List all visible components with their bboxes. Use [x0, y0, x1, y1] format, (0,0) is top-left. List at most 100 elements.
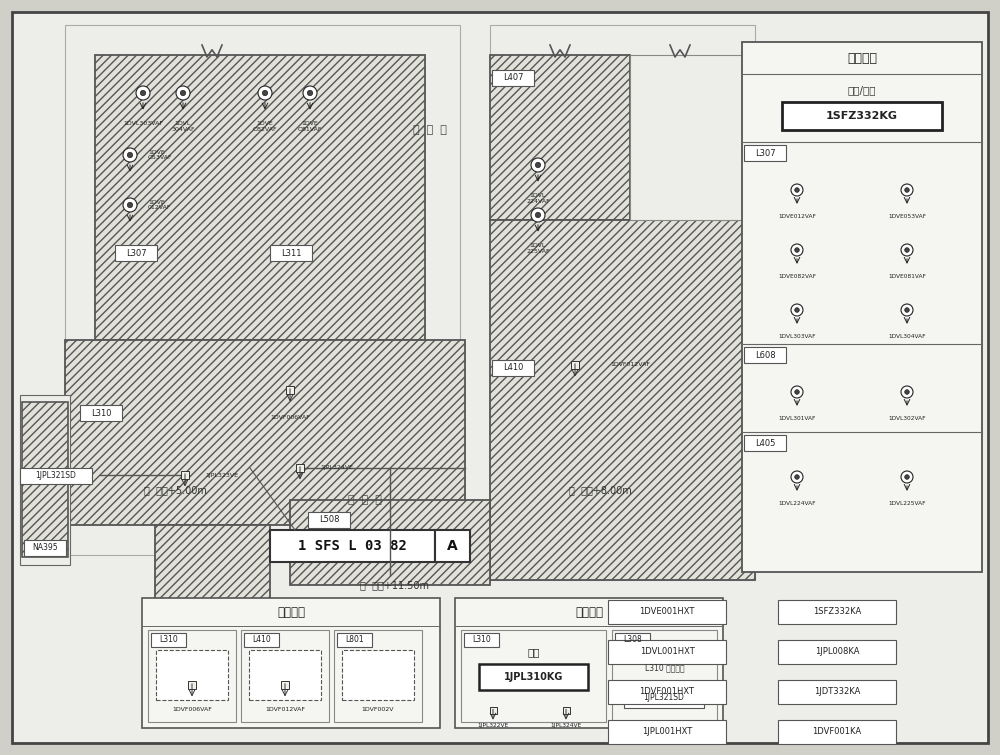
Text: 排烟系统: 排烟系统 [277, 606, 305, 618]
Bar [571, 361, 579, 369]
Bar [337, 633, 372, 647]
Bar [615, 633, 650, 647]
Bar [492, 70, 534, 86]
Bar [241, 630, 329, 722]
Circle shape [901, 184, 913, 196]
Circle shape [905, 390, 909, 394]
Text: 1DVL302VAF: 1DVL302VAF [888, 416, 926, 421]
Text: L307: L307 [126, 248, 146, 257]
Text: 1DVL224VAF: 1DVL224VAF [778, 501, 816, 506]
Text: 1DVF001KA: 1DVF001KA [812, 728, 862, 736]
Bar [744, 347, 786, 363]
Bar [778, 600, 896, 624]
Circle shape [303, 86, 317, 100]
Text: 1JPL321SD: 1JPL321SD [36, 472, 76, 480]
Text: 1JPL321SD: 1JPL321SD [644, 694, 684, 702]
Text: L608: L608 [755, 350, 775, 359]
Circle shape [795, 248, 799, 252]
Text: 1JPL323VE: 1JPL323VE [205, 473, 238, 477]
Text: 1DVE
012VAF: 1DVE 012VAF [148, 199, 172, 211]
Circle shape [127, 153, 133, 158]
Text: 1JPL324VE: 1JPL324VE [550, 723, 582, 728]
Circle shape [258, 86, 272, 100]
Circle shape [307, 91, 313, 96]
Bar [479, 664, 588, 690]
Bar [608, 720, 726, 744]
Bar [334, 630, 422, 722]
Text: 1DVL303VAF: 1DVL303VAF [123, 121, 163, 126]
Circle shape [123, 198, 137, 212]
Text: 避  难  所: 避 难 所 [348, 495, 382, 505]
Text: 1JPL001HXT: 1JPL001HXT [642, 728, 692, 736]
Circle shape [901, 304, 913, 316]
Text: 1DVL225VAF: 1DVL225VAF [888, 501, 926, 506]
Bar [24, 540, 66, 556]
Circle shape [795, 390, 799, 394]
Text: 1 SFS L 03 82: 1 SFS L 03 82 [298, 539, 407, 553]
Bar [249, 650, 321, 700]
Circle shape [791, 184, 803, 196]
Text: 消防系统: 消防系统 [575, 606, 603, 618]
Bar [281, 681, 289, 689]
Text: 1DVE
O53VAF: 1DVE O53VAF [148, 149, 173, 160]
Text: 1DVE082VAF: 1DVE082VAF [778, 274, 816, 279]
Text: L310: L310 [159, 636, 178, 645]
Bar [65, 25, 460, 555]
Circle shape [262, 91, 268, 96]
Bar [155, 525, 270, 625]
Circle shape [795, 308, 799, 313]
Text: L307: L307 [755, 149, 775, 158]
Bar [435, 530, 470, 562]
Text: 1JPL324VE: 1JPL324VE [320, 466, 353, 470]
Bar [778, 720, 896, 744]
Circle shape [136, 86, 150, 100]
Text: 1DVF006VAF: 1DVF006VAF [270, 415, 310, 420]
Text: L311: L311 [281, 248, 301, 257]
Circle shape [127, 202, 133, 208]
Text: 1DVE
O81VAF: 1DVE O81VAF [298, 121, 322, 132]
Bar [151, 633, 186, 647]
Circle shape [535, 212, 541, 217]
Text: 1DVE
O82VAF: 1DVE O82VAF [253, 121, 277, 132]
Text: 1DVL
224VAF: 1DVL 224VAF [526, 193, 550, 204]
Text: L308: L308 [623, 636, 642, 645]
Text: L310 开始喷淋: L310 开始喷淋 [645, 664, 684, 673]
Text: 关闭/复位: 关闭/复位 [848, 85, 876, 95]
Text: 1DVF002V: 1DVF002V [362, 707, 394, 712]
Text: 1DVL304VAF: 1DVL304VAF [888, 334, 926, 339]
Bar [630, 55, 755, 220]
Bar [95, 55, 425, 340]
Circle shape [140, 91, 146, 96]
Text: L410: L410 [503, 363, 523, 372]
Text: 1JPL322VE: 1JPL322VE [477, 723, 509, 728]
Bar [20, 468, 92, 484]
Circle shape [123, 148, 137, 162]
Bar [608, 640, 726, 664]
Bar [744, 145, 786, 161]
Text: A: A [447, 539, 458, 553]
Text: 1DVE012VAF: 1DVE012VAF [778, 214, 816, 219]
Bar [296, 464, 304, 472]
Text: 1DVE081VAF: 1DVE081VAF [888, 274, 926, 279]
Bar [490, 707, 496, 713]
Text: 1DVF012VAF: 1DVF012VAF [610, 362, 650, 368]
Circle shape [795, 475, 799, 479]
Bar [608, 680, 726, 704]
Text: L508: L508 [319, 516, 339, 525]
Circle shape [791, 244, 803, 256]
Bar [308, 512, 350, 528]
Text: 开启: 开启 [527, 647, 540, 657]
Text: L310: L310 [472, 636, 491, 645]
Bar [782, 102, 942, 130]
Text: 1DVL301VAF: 1DVL301VAF [778, 416, 816, 421]
Text: 1DVE053VAF: 1DVE053VAF [888, 214, 926, 219]
Text: 1JPL008KA: 1JPL008KA [815, 648, 859, 657]
Text: L310: L310 [91, 408, 111, 418]
Circle shape [901, 471, 913, 483]
Bar [744, 435, 786, 451]
Text: L407: L407 [503, 73, 523, 82]
Text: 1DVL
225VAF: 1DVL 225VAF [526, 243, 550, 254]
Circle shape [180, 91, 186, 96]
Bar [156, 650, 228, 700]
Bar [181, 471, 189, 479]
